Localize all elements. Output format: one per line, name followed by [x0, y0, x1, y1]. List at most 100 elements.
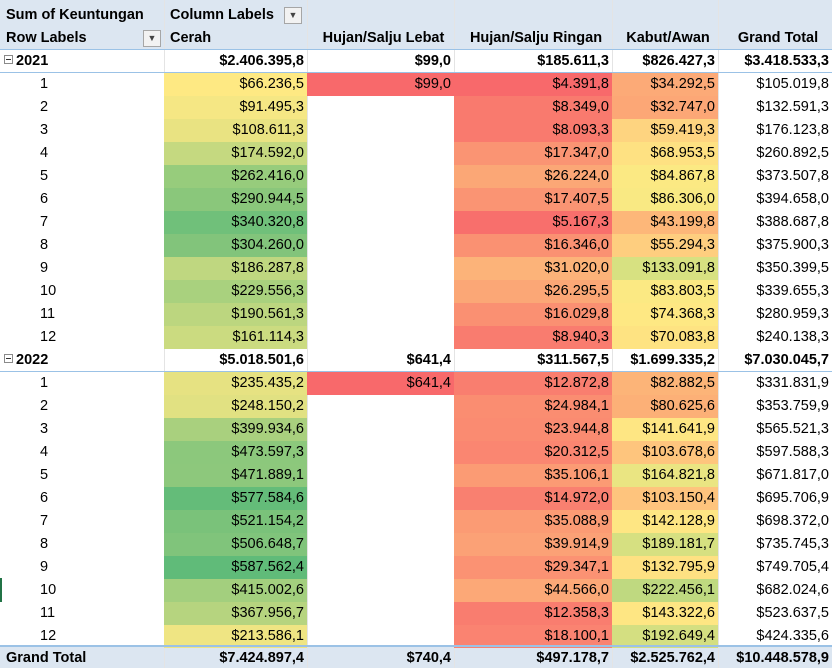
year-subtotal-kabut-awan[interactable]: $826.427,3 — [642, 53, 715, 69]
grand-total-kabut-awan[interactable]: $2.525.762,4 — [630, 650, 715, 666]
column-header-cerah[interactable]: Cerah — [170, 30, 212, 46]
value-cell-grand-total[interactable]: $735.745,3 — [756, 536, 829, 552]
value-cell-hujan-ringan[interactable]: $26.295,5 — [454, 280, 612, 303]
value-cell-cerah[interactable]: $415.002,6 — [164, 579, 307, 602]
value-cell-kabut-awan[interactable]: $59.419,3 — [612, 119, 718, 142]
year-subtotal-grand-total[interactable]: $3.418.533,3 — [744, 53, 829, 69]
month-label[interactable]: 6 — [40, 490, 49, 506]
year-subtotal-hujan-lebat[interactable]: $641,4 — [406, 352, 451, 368]
value-cell-kabut-awan[interactable]: $83.803,5 — [612, 280, 718, 303]
value-cell-cerah[interactable]: $290.944,5 — [164, 188, 307, 211]
value-cell-hujan-lebat[interactable] — [307, 280, 454, 303]
value-cell-hujan-ringan[interactable]: $23.944,8 — [454, 418, 612, 441]
value-cell-kabut-awan[interactable]: $70.083,8 — [612, 326, 718, 349]
month-label[interactable]: 3 — [40, 122, 49, 138]
month-label[interactable]: 6 — [40, 191, 49, 207]
value-cell-hujan-lebat[interactable] — [307, 119, 454, 142]
value-cell-grand-total[interactable]: $424.335,6 — [756, 628, 829, 644]
value-cell-cerah[interactable]: $91.495,3 — [164, 96, 307, 119]
value-cell-grand-total[interactable]: $105.019,8 — [756, 76, 829, 92]
column-header-hujan-lebat[interactable]: Hujan/Salju Lebat — [322, 30, 445, 46]
value-cell-hujan-ringan[interactable]: $16.029,8 — [454, 303, 612, 326]
value-cell-hujan-ringan[interactable]: $31.020,0 — [454, 257, 612, 280]
value-cell-kabut-awan[interactable]: $68.953,5 — [612, 142, 718, 165]
value-cell-kabut-awan[interactable]: $43.199,8 — [612, 211, 718, 234]
value-cell-kabut-awan[interactable]: $132.795,9 — [612, 556, 718, 579]
column-header-grand-total[interactable]: Grand Total — [737, 30, 819, 46]
value-cell-hujan-lebat[interactable]: $641,4 — [307, 372, 454, 395]
value-cell-hujan-lebat[interactable] — [307, 395, 454, 418]
value-cell-hujan-ringan[interactable]: $4.391,8 — [454, 73, 612, 96]
value-cell-kabut-awan[interactable]: $222.456,1 — [612, 579, 718, 602]
column-filter-dropdown-icon[interactable]: ▼ — [284, 7, 302, 24]
month-label[interactable]: 5 — [40, 168, 49, 184]
value-cell-hujan-lebat[interactable] — [307, 441, 454, 464]
value-cell-grand-total[interactable]: $280.959,3 — [756, 306, 829, 322]
value-cell-hujan-lebat[interactable] — [307, 188, 454, 211]
value-cell-cerah[interactable]: $367.956,7 — [164, 602, 307, 625]
value-cell-grand-total[interactable]: $373.507,8 — [756, 168, 829, 184]
value-cell-cerah[interactable]: $248.150,2 — [164, 395, 307, 418]
value-cell-grand-total[interactable]: $331.831,9 — [756, 375, 829, 391]
value-cell-hujan-ringan[interactable]: $35.106,1 — [454, 464, 612, 487]
value-cell-grand-total[interactable]: $388.687,8 — [756, 214, 829, 230]
values-field-label[interactable]: Sum of Keuntungan — [6, 7, 144, 23]
year-subtotal-hujan-lebat[interactable]: $99,0 — [414, 53, 451, 69]
column-labels-header[interactable]: Column Labels — [170, 7, 274, 23]
year-subtotal-hujan-ringan[interactable]: $185.611,3 — [537, 53, 609, 69]
value-cell-grand-total[interactable]: $682.024,6 — [756, 582, 829, 598]
value-cell-cerah[interactable]: $471.889,1 — [164, 464, 307, 487]
value-cell-hujan-lebat[interactable] — [307, 257, 454, 280]
value-cell-hujan-lebat[interactable] — [307, 487, 454, 510]
value-cell-cerah[interactable]: $304.260,0 — [164, 234, 307, 257]
year-subtotal-cerah[interactable]: $5.018.501,6 — [219, 352, 304, 368]
value-cell-hujan-lebat[interactable] — [307, 211, 454, 234]
month-label[interactable]: 3 — [40, 421, 49, 437]
value-cell-kabut-awan[interactable]: $34.292,5 — [612, 73, 718, 96]
collapse-icon[interactable] — [4, 354, 13, 363]
year-subtotal-grand-total[interactable]: $7.030.045,7 — [744, 352, 829, 368]
value-cell-grand-total[interactable]: $132.591,3 — [756, 99, 829, 115]
month-label[interactable]: 8 — [40, 536, 49, 552]
value-cell-hujan-ringan[interactable]: $8.349,0 — [454, 96, 612, 119]
month-label[interactable]: 2 — [40, 99, 49, 115]
value-cell-hujan-ringan[interactable]: $12.872,8 — [454, 372, 612, 395]
value-cell-hujan-ringan[interactable]: $35.088,9 — [454, 510, 612, 533]
value-cell-cerah[interactable]: $190.561,3 — [164, 303, 307, 326]
value-cell-cerah[interactable]: $186.287,8 — [164, 257, 307, 280]
value-cell-hujan-lebat[interactable]: $99,0 — [307, 73, 454, 96]
value-cell-hujan-ringan[interactable]: $24.984,1 — [454, 395, 612, 418]
row-labels-header[interactable]: Row Labels — [6, 30, 87, 46]
value-cell-kabut-awan[interactable]: $103.150,4 — [612, 487, 718, 510]
month-label[interactable]: 2 — [40, 398, 49, 414]
value-cell-kabut-awan[interactable]: $103.678,6 — [612, 441, 718, 464]
value-cell-hujan-ringan[interactable]: $18.100,1 — [454, 625, 612, 648]
value-cell-hujan-lebat[interactable] — [307, 464, 454, 487]
value-cell-grand-total[interactable]: $671.817,0 — [756, 467, 829, 483]
value-cell-cerah[interactable]: $577.584,6 — [164, 487, 307, 510]
value-cell-grand-total[interactable]: $240.138,3 — [756, 329, 829, 345]
value-cell-kabut-awan[interactable]: $143.322,6 — [612, 602, 718, 625]
month-label[interactable]: 5 — [40, 467, 49, 483]
month-label[interactable]: 9 — [40, 260, 49, 276]
value-cell-grand-total[interactable]: $375.900,3 — [756, 237, 829, 253]
value-cell-kabut-awan[interactable]: $82.882,5 — [612, 372, 718, 395]
value-cell-hujan-lebat[interactable] — [307, 418, 454, 441]
value-cell-hujan-lebat[interactable] — [307, 142, 454, 165]
month-label[interactable]: 10 — [40, 283, 57, 299]
row-filter-dropdown-icon[interactable]: ▼ — [143, 30, 161, 47]
month-label[interactable]: 7 — [40, 513, 49, 529]
month-label[interactable]: 4 — [40, 145, 49, 161]
value-cell-grand-total[interactable]: $565.521,3 — [756, 421, 829, 437]
value-cell-kabut-awan[interactable]: $142.128,9 — [612, 510, 718, 533]
year-subtotal-kabut-awan[interactable]: $1.699.335,2 — [630, 352, 715, 368]
value-cell-kabut-awan[interactable]: $84.867,8 — [612, 165, 718, 188]
month-label[interactable]: 12 — [40, 628, 57, 644]
month-label[interactable]: 11 — [40, 306, 56, 322]
value-cell-kabut-awan[interactable]: $192.649,4 — [612, 625, 718, 648]
value-cell-hujan-lebat[interactable] — [307, 96, 454, 119]
column-header-kabut-awan[interactable]: Kabut/Awan — [626, 30, 710, 46]
value-cell-kabut-awan[interactable]: $86.306,0 — [612, 188, 718, 211]
month-label[interactable]: 10 — [40, 582, 57, 598]
value-cell-hujan-ringan[interactable]: $8.940,3 — [454, 326, 612, 349]
